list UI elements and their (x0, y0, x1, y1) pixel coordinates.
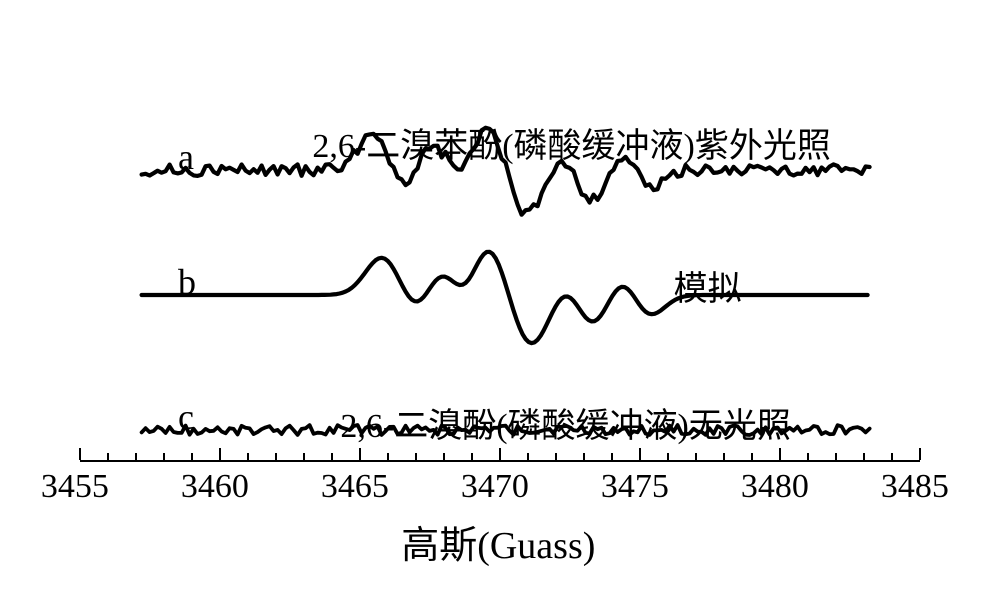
x-minor-tick (835, 453, 837, 460)
x-minor-tick (303, 453, 305, 460)
trace-label-c: c (178, 396, 194, 438)
annotation-a: 2,6-二溴苯酚(磷酸缓冲液)紫外光照 (312, 118, 830, 167)
x-minor-tick (387, 453, 389, 460)
x-minor-tick (331, 453, 333, 460)
x-minor-tick (191, 453, 193, 460)
x-tick-label: 3460 (181, 468, 249, 506)
annotation-b: 模拟 (674, 261, 742, 310)
x-tick (919, 448, 921, 460)
x-axis-line (80, 460, 920, 462)
x-tick-label: 3455 (41, 468, 109, 506)
x-axis-title: 高斯(Guass) (401, 514, 595, 569)
x-tick-label: 3470 (461, 468, 529, 506)
x-minor-tick (247, 453, 249, 460)
x-minor-tick (723, 453, 725, 460)
x-minor-tick (891, 453, 893, 460)
x-tick-label: 3465 (321, 468, 389, 506)
trace-b (142, 252, 868, 343)
x-minor-tick (863, 453, 865, 460)
trace-label-b: b (178, 261, 196, 303)
x-tick (779, 448, 781, 460)
x-minor-tick (555, 453, 557, 460)
x-minor-tick (695, 453, 697, 460)
x-tick (359, 448, 361, 460)
trace-label-a: a (178, 136, 194, 178)
x-tick (639, 448, 641, 460)
x-tick (219, 448, 221, 460)
annotation-c: 2,6-二溴酚(磷酸缓冲液)无光照 (340, 398, 790, 447)
x-minor-tick (751, 453, 753, 460)
x-minor-tick (527, 453, 529, 460)
x-tick-label: 3485 (881, 468, 949, 506)
x-tick (79, 448, 81, 460)
x-tick-label: 3480 (741, 468, 809, 506)
x-minor-tick (807, 453, 809, 460)
x-tick (499, 448, 501, 460)
epr-spectrum-figure: a 2,6-二溴苯酚(磷酸缓冲液)紫外光照 b 模拟 c 2,6-二溴酚(磷酸缓冲液)无光… (20, 0, 980, 608)
x-minor-tick (583, 453, 585, 460)
x-minor-tick (443, 453, 445, 460)
x-minor-tick (471, 453, 473, 460)
x-minor-tick (667, 453, 669, 460)
x-minor-tick (107, 453, 109, 460)
x-minor-tick (611, 453, 613, 460)
x-tick-label: 3475 (601, 468, 669, 506)
x-minor-tick (415, 453, 417, 460)
x-minor-tick (275, 453, 277, 460)
x-minor-tick (163, 453, 165, 460)
x-minor-tick (135, 453, 137, 460)
